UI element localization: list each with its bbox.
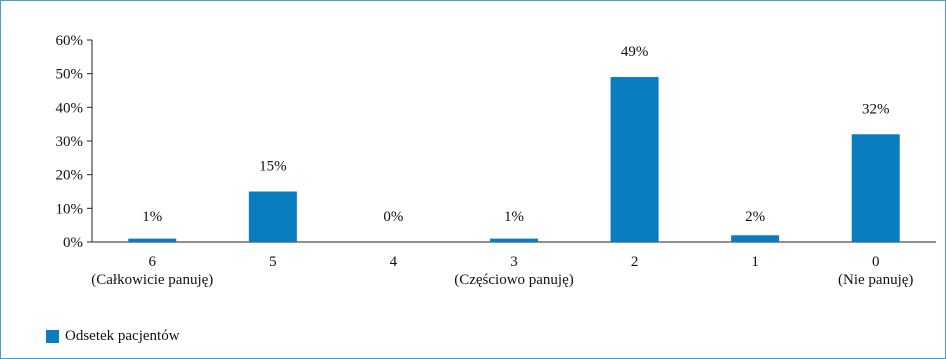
bars	[128, 77, 900, 243]
legend-label: Odsetek pacjentów	[65, 328, 180, 344]
bar	[248, 191, 297, 242]
legend: Odsetek pacjentów	[46, 328, 180, 345]
y-tick-label: 0%	[63, 235, 83, 251]
x-tick-label: 0	[872, 254, 880, 270]
data-label: 1%	[504, 209, 524, 225]
y-tick-label: 30%	[56, 134, 84, 150]
bar	[490, 238, 538, 242]
legend-swatch	[46, 330, 59, 343]
data-label: 1%	[142, 209, 162, 225]
x-tick-label: 3	[510, 254, 518, 270]
x-tick-label: 1	[751, 254, 759, 270]
data-label: 15%	[259, 159, 287, 175]
x-tick-sublabel: (Częściowo panuję)	[454, 272, 574, 288]
data-label: 32%	[862, 101, 890, 117]
x-tick-label: 5	[269, 254, 277, 270]
bar	[851, 134, 900, 242]
category-labels: 6 (Całkowicie panuję) 5 4 3 (Częściowo panuję…	[91, 254, 913, 288]
y-axis: 0% 10% 20% 30% 40% 50% 60%	[56, 33, 93, 251]
x-tick-label: 2	[631, 254, 639, 270]
y-tick-label: 40%	[56, 100, 84, 116]
bar	[128, 238, 177, 242]
bar	[610, 77, 659, 243]
y-tick-label: 20%	[56, 168, 84, 184]
bar	[731, 235, 780, 242]
y-tick-label: 10%	[56, 201, 84, 217]
x-tick-sublabel: (Całkowicie panuję)	[91, 272, 213, 288]
x-tick-label: 4	[390, 254, 398, 270]
data-label: 2%	[745, 209, 765, 225]
data-label: 0%	[383, 209, 403, 225]
x-tick-label: 6	[149, 254, 157, 270]
y-tick-label: 60%	[56, 33, 84, 49]
data-label: 49%	[621, 44, 649, 60]
data-labels: 1% 15% 0% 1% 49% 2% 32%	[142, 44, 889, 225]
y-tick-label: 50%	[56, 67, 84, 83]
x-tick-sublabel: (Nie panuję)	[838, 272, 913, 288]
